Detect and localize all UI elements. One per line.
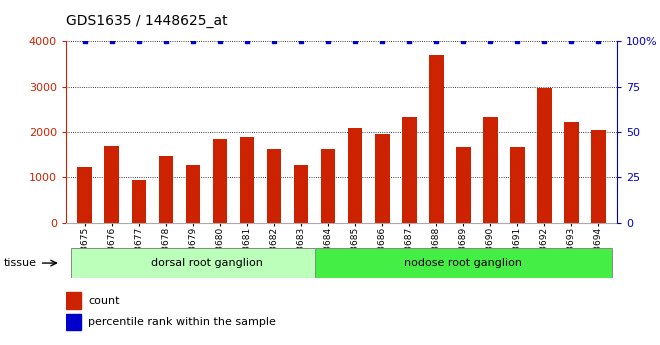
Text: count: count — [88, 296, 119, 306]
Point — [539, 39, 549, 44]
Bar — [429, 55, 444, 223]
Point — [242, 39, 252, 44]
Text: nodose root ganglion: nodose root ganglion — [404, 258, 522, 268]
Point — [566, 39, 576, 44]
Text: GDS1635 / 1448625_at: GDS1635 / 1448625_at — [66, 14, 228, 28]
Point — [80, 39, 90, 44]
Text: tissue: tissue — [3, 258, 36, 268]
Bar — [321, 149, 335, 223]
Bar — [71, 248, 342, 278]
Bar — [104, 146, 119, 223]
Point — [512, 39, 523, 44]
Bar — [66, 293, 81, 309]
Point — [134, 39, 145, 44]
Bar — [77, 167, 92, 223]
Bar — [348, 128, 362, 223]
Bar — [185, 165, 201, 223]
Bar — [455, 147, 471, 223]
Text: dorsal root ganglion: dorsal root ganglion — [150, 258, 263, 268]
Bar — [510, 147, 525, 223]
Bar — [240, 137, 254, 223]
Point — [323, 39, 333, 44]
Point — [485, 39, 496, 44]
Bar — [267, 149, 281, 223]
Bar — [402, 117, 416, 223]
Point — [296, 39, 306, 44]
Point — [187, 39, 198, 44]
Text: percentile rank within the sample: percentile rank within the sample — [88, 317, 276, 327]
Point — [107, 39, 117, 44]
Point — [350, 39, 360, 44]
Bar — [315, 248, 612, 278]
Point — [269, 39, 279, 44]
Point — [593, 39, 603, 44]
Bar — [482, 117, 498, 223]
Bar — [564, 122, 579, 223]
Bar — [591, 130, 606, 223]
Bar — [537, 88, 552, 223]
Point — [458, 39, 469, 44]
Bar — [375, 134, 389, 223]
Point — [214, 39, 225, 44]
Bar — [213, 139, 228, 223]
Point — [377, 39, 387, 44]
Point — [404, 39, 414, 44]
Bar — [294, 165, 308, 223]
Bar — [66, 314, 81, 330]
Point — [431, 39, 442, 44]
Point — [160, 39, 171, 44]
Bar — [131, 179, 147, 223]
Bar — [158, 156, 174, 223]
